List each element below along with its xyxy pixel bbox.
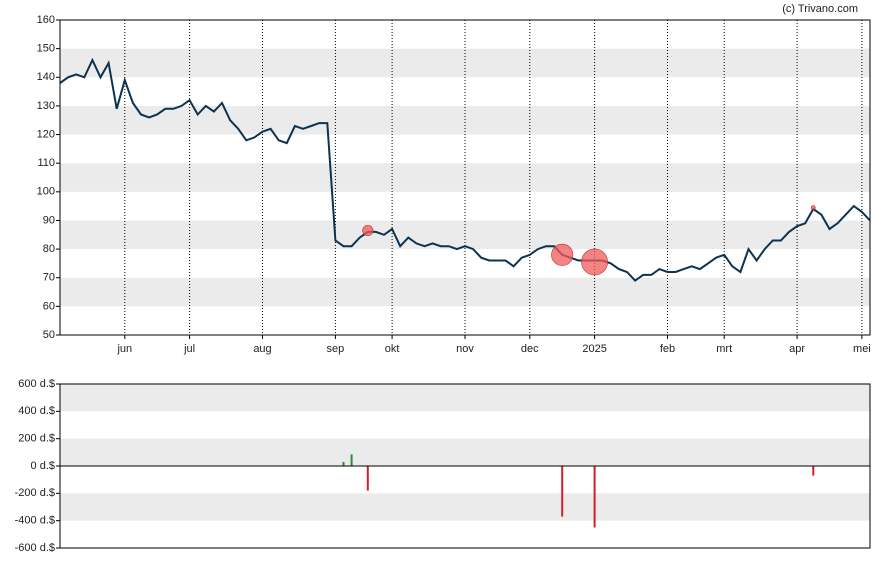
y-tick-label: 160 xyxy=(37,14,55,26)
band xyxy=(60,220,870,250)
x-tick-label: 2025 xyxy=(582,343,606,355)
y-tick-label: 80 xyxy=(43,243,55,255)
band xyxy=(60,438,870,466)
plot-frame xyxy=(59,383,871,549)
band xyxy=(60,384,870,412)
y-tick-label: 150 xyxy=(37,43,55,55)
x-tick-label: nov xyxy=(456,343,474,355)
trade-marker xyxy=(810,205,816,210)
y-tick-label: 0 d.$ xyxy=(31,460,55,472)
y-tick-label: -400 d.$ xyxy=(15,515,55,527)
watermark: (c) Trivano.com xyxy=(782,3,858,15)
x-tick-label: okt xyxy=(385,343,400,355)
y-tick-label: 60 xyxy=(43,300,55,312)
x-tick-label: aug xyxy=(253,343,271,355)
trade-marker xyxy=(581,248,608,276)
x-tick-label: jun xyxy=(116,343,132,355)
trade-marker xyxy=(551,243,574,266)
y-tick-label: 140 xyxy=(37,71,55,83)
y-tick-label: 400 d.$ xyxy=(18,405,55,417)
price-line xyxy=(59,57,871,282)
x-tick-label: apr xyxy=(789,343,805,355)
band xyxy=(60,277,870,307)
y-tick-label: 100 xyxy=(37,186,55,198)
trade-marker xyxy=(362,224,374,236)
y-tick-label: 130 xyxy=(37,100,55,112)
x-tick-label: jul xyxy=(183,343,195,355)
x-tick-label: feb xyxy=(660,343,675,355)
x-tick-label: mei xyxy=(853,343,871,355)
y-tick-label: 110 xyxy=(37,157,55,169)
y-tick-label: 600 d.$ xyxy=(18,378,55,390)
y-tick-label: 50 xyxy=(43,329,55,341)
band xyxy=(60,493,870,521)
y-tick-label: 90 xyxy=(43,214,55,226)
y-tick-label: -200 d.$ xyxy=(15,487,55,499)
y-tick-label: 70 xyxy=(43,272,55,284)
y-tick-label: 120 xyxy=(37,128,55,140)
x-tick-label: mrt xyxy=(716,343,732,355)
x-tick-label: sep xyxy=(327,343,345,355)
y-tick-label: 200 d.$ xyxy=(18,433,55,445)
x-tick-label: dec xyxy=(521,343,539,355)
y-tick-label: -600 d.$ xyxy=(15,542,55,554)
plot-frame xyxy=(59,19,871,336)
